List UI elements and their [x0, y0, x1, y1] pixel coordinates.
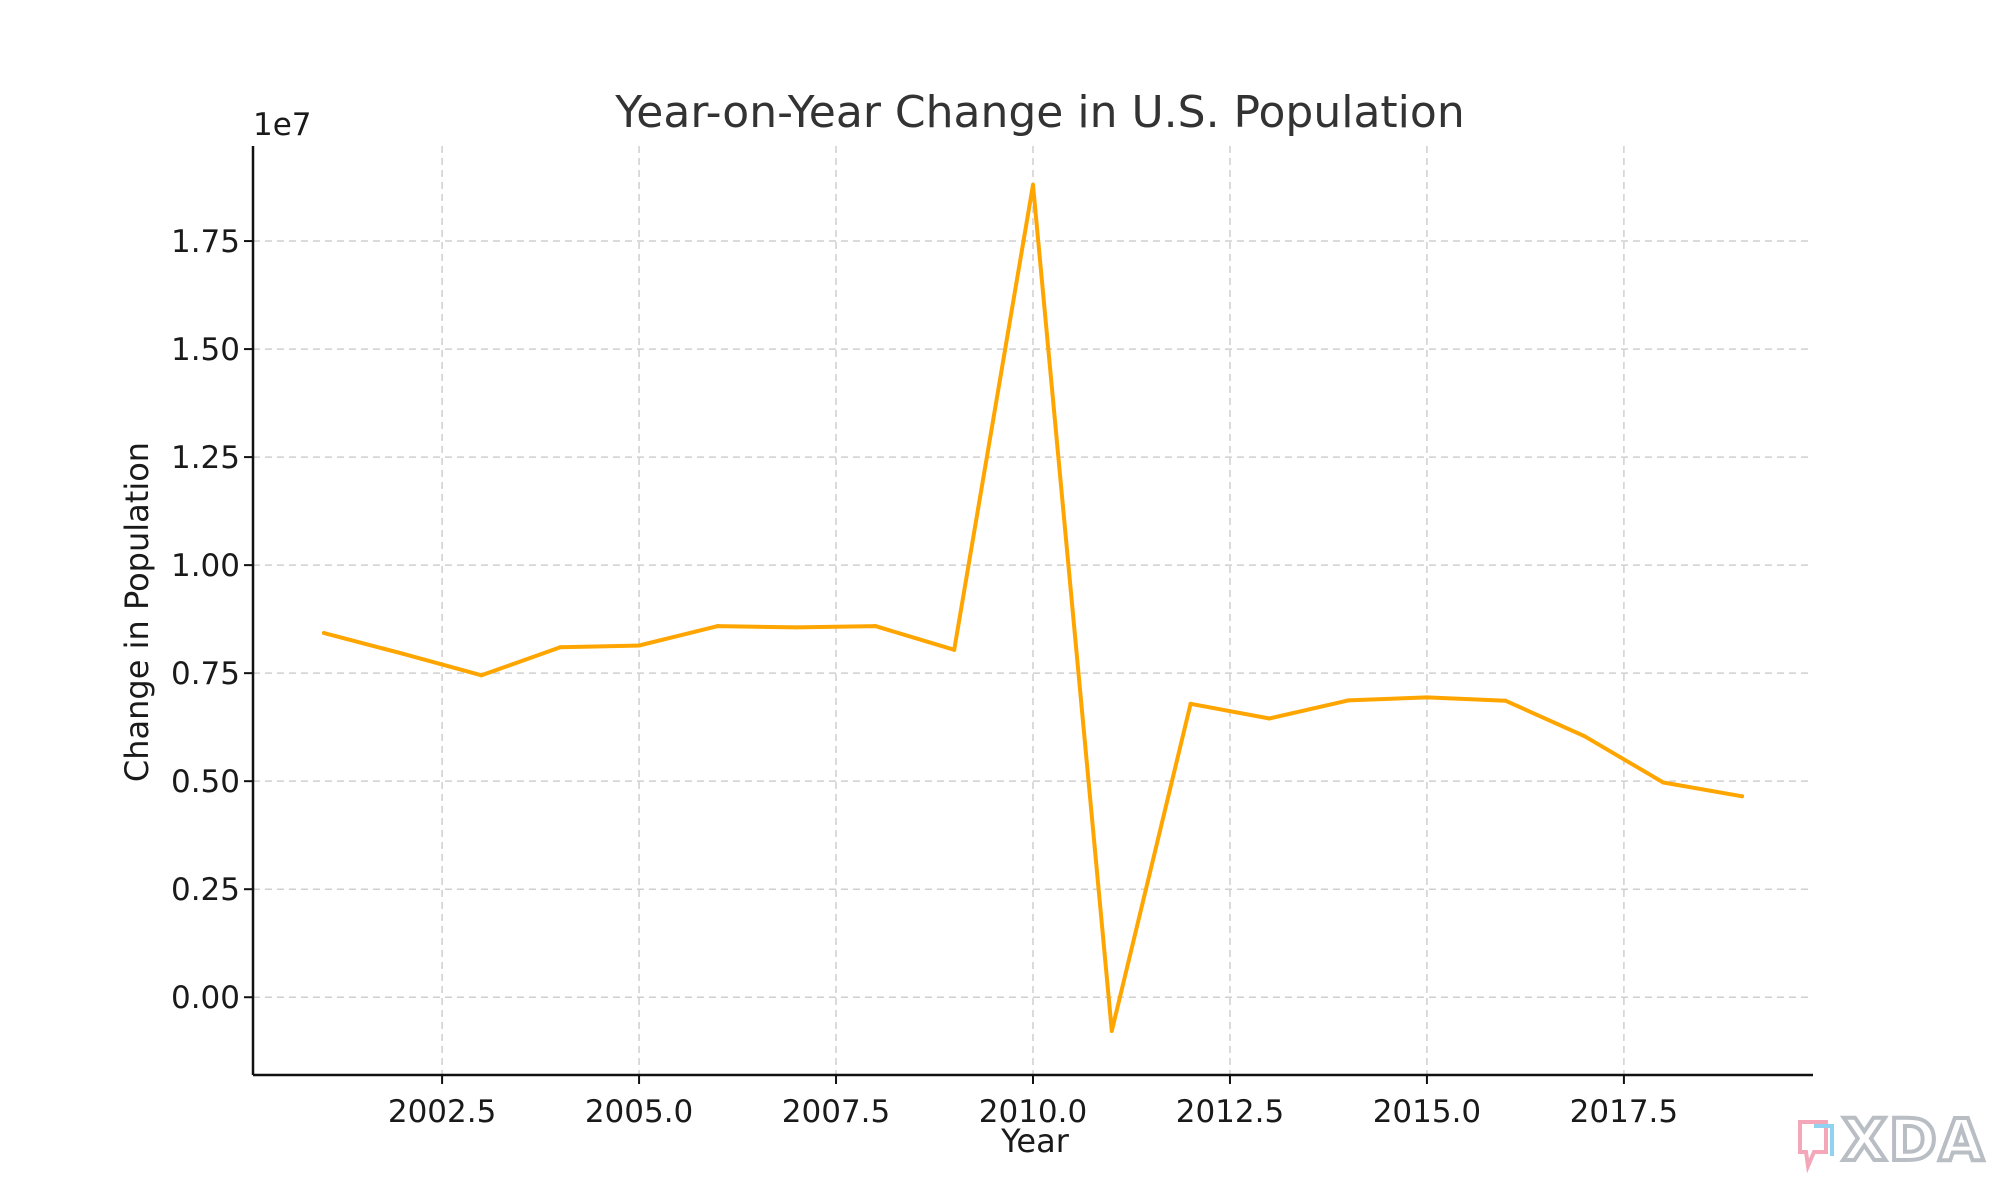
x-tick-label-1: 2005.0 — [585, 1094, 693, 1130]
data-point-0-0 — [321, 630, 326, 635]
y-offset-label: 1e7 — [253, 107, 312, 143]
x-tick-label-0: 2002.5 — [388, 1094, 496, 1130]
y-axis-ticks: 0.00 0.25 0.50 0.75 1.00 1.25 1.50 1.75 — [171, 224, 253, 1016]
y-tick-label-7: 1.75 — [171, 224, 240, 260]
y-tick-label-5: 1.25 — [171, 440, 240, 476]
y-tick-label-3: 0.75 — [171, 656, 240, 692]
y-tick-label-6: 1.50 — [171, 332, 240, 368]
x-tick-label-3: 2010.0 — [979, 1094, 1087, 1130]
data-point-0-14 — [1424, 695, 1429, 700]
data-point-0-10 — [1109, 1028, 1114, 1033]
x-axis-ticks: 2002.5 2005.0 2007.5 2010.0 2012.5 2015.0 2017… — [388, 1075, 1678, 1130]
data-point-0-16 — [1582, 734, 1587, 739]
y-tick-label-1: 0.25 — [171, 872, 240, 908]
x-tick-label-2: 2007.5 — [782, 1094, 890, 1130]
y-axis-label: Change in Population — [118, 442, 156, 782]
data-point-0-7 — [873, 624, 878, 629]
data-point-0-12 — [1267, 716, 1272, 721]
data-point-0-1 — [400, 651, 405, 656]
xda-watermark: XDA — [1798, 1104, 1986, 1176]
x-tick-label-6: 2017.5 — [1570, 1094, 1678, 1130]
xda-watermark-text: XDA — [1842, 1106, 1986, 1174]
data-point-0-13 — [1346, 698, 1351, 703]
data-point-0-8 — [952, 647, 957, 652]
xda-logo-icon — [1798, 1120, 1834, 1174]
data-point-0-3 — [558, 645, 563, 650]
data-point-0-17 — [1661, 780, 1666, 785]
y-tick-label-0: 0.00 — [171, 980, 240, 1016]
y-tick-label-2: 0.50 — [171, 764, 240, 800]
chart-title: Year-on-Year Change in U.S. Population — [614, 87, 1464, 138]
data-point-0-4 — [637, 643, 642, 648]
x-tick-label-5: 2015.0 — [1373, 1094, 1481, 1130]
data-point-0-18 — [1740, 794, 1745, 799]
series-group — [321, 182, 1745, 1033]
data-point-0-2 — [479, 673, 484, 678]
data-point-0-6 — [794, 625, 799, 630]
x-axis-label: Year — [1000, 1122, 1070, 1160]
x-tick-label-4: 2012.5 — [1176, 1094, 1284, 1130]
data-point-0-5 — [715, 624, 720, 629]
grid — [253, 146, 1813, 1075]
data-point-0-15 — [1503, 698, 1508, 703]
data-point-0-9 — [1031, 182, 1035, 187]
axes-spines — [251, 146, 1813, 1077]
y-tick-label-4: 1.00 — [171, 548, 240, 584]
data-point-0-11 — [1188, 701, 1193, 706]
